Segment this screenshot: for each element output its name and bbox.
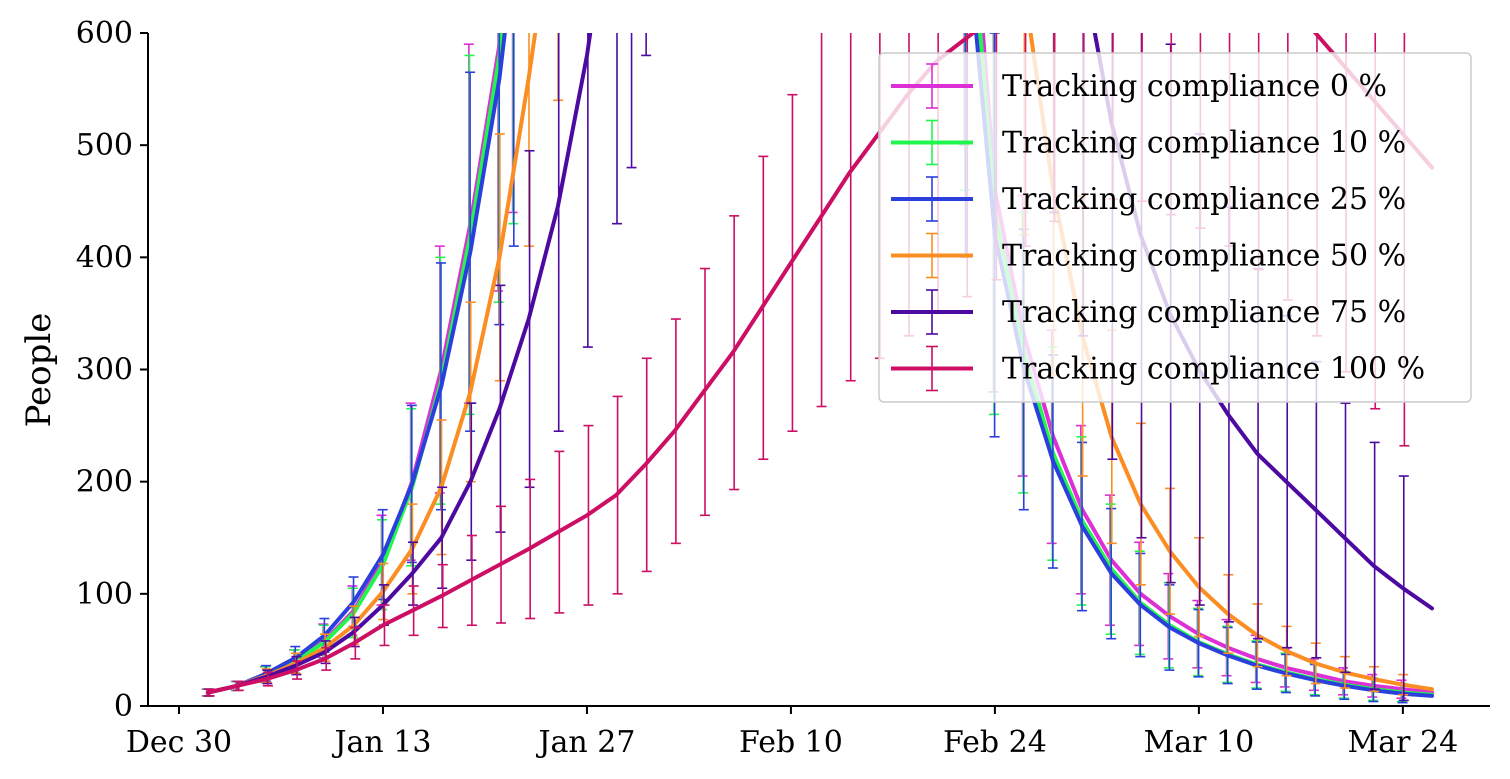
legend-item-3: Tracking compliance 50 % (891, 232, 1406, 279)
y-tick-label: 300 (76, 353, 133, 388)
legend-label: Tracking compliance 75 % (1002, 295, 1406, 330)
series-line-2 (206, 33, 1434, 698)
legend-item-2: Tracking compliance 25 % (891, 176, 1406, 222)
x-tick-label: Feb 24 (943, 725, 1047, 760)
legend: Tracking compliance 0 % Tracking complian… (878, 52, 1472, 403)
y-tick-label: 200 (76, 465, 133, 500)
y-tick-label: 0 (114, 689, 133, 724)
y-tick-label: 400 (76, 240, 133, 275)
series-line-3 (206, 33, 1434, 695)
legend-label: Tracking compliance 50 % (1002, 239, 1406, 274)
ticks: 0 100 200 300 400 500 600 Dec 30 Jan 13 Jan 27 Feb… (76, 16, 1458, 760)
x-tick-label: Jan 27 (535, 725, 635, 760)
x-tick-label: Mar 24 (1348, 725, 1459, 760)
legend-item-0: Tracking compliance 0 % (891, 63, 1387, 109)
y-tick-label: 100 (76, 577, 133, 612)
x-tick-label: Mar 10 (1144, 725, 1255, 760)
legend-item-1: Tracking compliance 10 % (891, 119, 1406, 166)
legend-item-4: Tracking compliance 75 % (891, 289, 1406, 335)
legend-frame (878, 52, 1472, 403)
legend-label: Tracking compliance 100 % (1002, 352, 1425, 387)
legend-label: Tracking compliance 10 % (1002, 126, 1406, 161)
x-tick-label: Feb 10 (739, 725, 843, 760)
y-tick-label: 600 (76, 16, 133, 51)
legend-label: Tracking compliance 25 % (1002, 182, 1406, 217)
y-tick-label: 500 (76, 128, 133, 163)
legend-item-5: Tracking compliance 100 % (891, 345, 1425, 392)
series-line-5 (206, 33, 1434, 695)
legend-label: Tracking compliance 0 % (1002, 69, 1387, 104)
x-tick-label: Dec 30 (126, 725, 232, 760)
y-axis-label: People (19, 313, 59, 428)
x-tick-label: Jan 13 (332, 725, 432, 760)
